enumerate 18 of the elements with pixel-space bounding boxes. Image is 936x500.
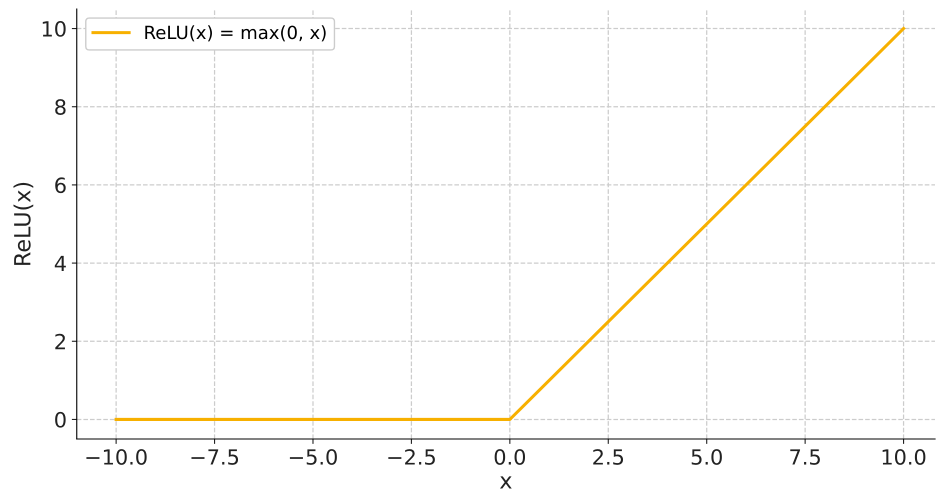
x-tick-label: 7.5 <box>790 449 820 465</box>
y-tick-label: 4 <box>54 256 66 272</box>
y-tick-label: 2 <box>55 334 65 350</box>
x-tick-label: 5.0 <box>692 449 722 465</box>
x-tick-label: 0.0 <box>494 449 526 465</box>
x-tick-label: 10.0 <box>882 449 926 465</box>
y-tick-label: 6 <box>55 177 66 194</box>
legend-label: ReLU(x) = max(0, x) <box>145 25 326 42</box>
y-axis-title: ReLU(x) <box>13 182 34 265</box>
y-tick-label: 8 <box>55 99 66 115</box>
y-tick-label: 10 <box>42 21 66 37</box>
y-tick-label: 0 <box>55 412 66 428</box>
x-tick-label: 2.5 <box>593 449 624 465</box>
x-tick-label: −10.0 <box>86 449 147 465</box>
x-tick-label: −2.5 <box>388 449 435 465</box>
x-tick-label: −5.0 <box>290 449 337 465</box>
x-tick-label: −7.5 <box>191 449 238 465</box>
x-axis-title: x <box>500 476 512 489</box>
